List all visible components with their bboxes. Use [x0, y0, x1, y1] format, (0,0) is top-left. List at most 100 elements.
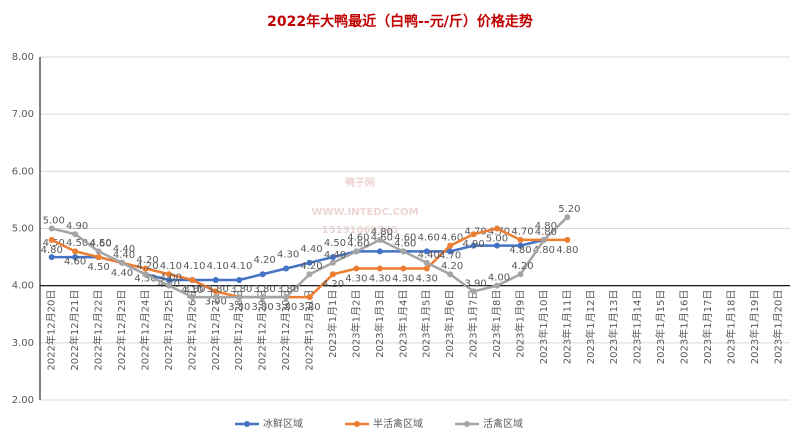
x-tick-label: 2023年1月19日 [748, 290, 761, 365]
point [95, 248, 102, 255]
data-label: 3.90 [205, 296, 227, 307]
data-label: 4.20 [136, 255, 158, 266]
point [212, 294, 219, 301]
data-label: 3.80 [183, 284, 205, 295]
x-tick-label: 2022年12月28日 [232, 290, 245, 371]
x-tick-label: 2023年1月11日 [560, 290, 573, 365]
point [376, 248, 383, 255]
data-label: 4.40 [113, 250, 135, 261]
point [494, 242, 501, 249]
data-label: 3.80 [298, 302, 320, 313]
data-label: 3.80 [230, 284, 252, 295]
data-label: 4.10 [183, 261, 205, 272]
data-label: 3.80 [252, 302, 274, 313]
point [329, 254, 336, 261]
series: 4.804.604.504.404.304.204.103.903.803.80… [41, 225, 578, 313]
point [212, 288, 219, 295]
x-tick-label: 2022年12月23日 [115, 290, 128, 371]
data-label: 4.20 [254, 255, 276, 266]
data-label: 4.40 [418, 250, 440, 261]
data-label: 4.80 [509, 245, 531, 256]
data-label: 4.60 [89, 238, 111, 249]
data-label: 4.30 [416, 274, 438, 285]
data-label: 4.90 [66, 221, 88, 232]
legend-label: 冰鲜区域 [263, 417, 303, 430]
data-label: 4.70 [488, 227, 510, 238]
point [283, 265, 290, 272]
data-label: 5.20 [558, 204, 580, 215]
data-label: 4.10 [207, 261, 229, 272]
data-label: 4.00 [160, 273, 182, 284]
point [48, 236, 55, 243]
x-tick-label: 2023年1月9日 [513, 290, 526, 358]
x-tick-label: 2022年12月21日 [68, 290, 81, 371]
data-label: 4.80 [533, 245, 555, 256]
data-label: 4.80 [535, 221, 557, 232]
x-tick-label: 2022年12月31日 [303, 290, 316, 371]
x-tick-label: 2023年1月7日 [467, 290, 480, 358]
point [212, 276, 219, 283]
point [494, 225, 501, 232]
data-label: 4.40 [300, 244, 322, 255]
data-label: 4.50 [89, 238, 111, 249]
data-label: 4.60 [347, 238, 369, 249]
point [423, 259, 430, 266]
y-tick-label: 4.00 [12, 281, 34, 292]
data-label: 4.30 [369, 274, 391, 285]
data-label: 4.20 [322, 279, 344, 290]
legend-swatch [244, 421, 250, 427]
point [259, 271, 266, 278]
x-tick-label: 2023年1月18日 [724, 290, 737, 365]
data-label: 4.90 [462, 239, 484, 250]
data-label: 4.40 [324, 250, 346, 261]
chart-title: 2022年大鸭最近（白鸭--元/斤）价格走势 [267, 13, 533, 30]
data-label: 4.70 [439, 251, 461, 262]
x-tick-label: 2023年1月12日 [584, 290, 597, 365]
point [376, 265, 383, 272]
point [376, 236, 383, 243]
data-label: 4.30 [134, 274, 156, 285]
point [283, 294, 290, 301]
data-label: 4.40 [113, 244, 135, 255]
data-label: 4.50 [43, 238, 65, 249]
data-label: 4.60 [441, 232, 463, 243]
x-tick-label: 2023年1月10日 [537, 290, 550, 365]
point [329, 271, 336, 278]
data-label: 4.40 [111, 268, 133, 279]
point [95, 254, 102, 261]
data-label: 3.90 [464, 278, 486, 289]
data-label: 4.20 [136, 261, 158, 272]
point [494, 282, 501, 289]
point [517, 236, 524, 243]
y-tick-label: 6.00 [12, 166, 34, 177]
x-tick-label: 2022年12月24日 [138, 290, 151, 371]
x-tick-label: 2023年1月16日 [678, 290, 691, 365]
watermark: 鸭子网 [345, 176, 375, 189]
data-label: 3.80 [228, 302, 250, 313]
x-tick-label: 2023年1月20日 [771, 290, 784, 365]
x-tick-label: 2022年12月25日 [162, 290, 175, 371]
point [259, 294, 266, 301]
data-label: 4.50 [324, 238, 346, 249]
point [517, 242, 524, 249]
legend-swatch [354, 421, 360, 427]
data-label: 4.60 [64, 256, 86, 267]
data-label: 4.20 [300, 261, 322, 272]
point [72, 254, 79, 261]
point [306, 271, 313, 278]
x-tick-label: 2022年12月22日 [92, 290, 105, 371]
data-label: 4.80 [41, 245, 63, 256]
x-tick-label: 2023年1月2日 [349, 290, 362, 358]
data-label: 4.30 [277, 250, 299, 261]
x-tick-label: 2022年12月27日 [209, 290, 222, 371]
point [72, 231, 79, 238]
data-label: 4.20 [511, 261, 533, 272]
data-label: 3.80 [254, 284, 276, 295]
x-tick-label: 2022年12月20日 [45, 290, 58, 371]
x-tick-label: 2022年12月30日 [279, 290, 292, 371]
legend-swatch [464, 421, 470, 427]
point [447, 248, 454, 255]
data-label: 4.60 [418, 232, 440, 243]
data-label: 4.80 [371, 227, 393, 238]
y-tick-label: 8.00 [12, 52, 34, 63]
